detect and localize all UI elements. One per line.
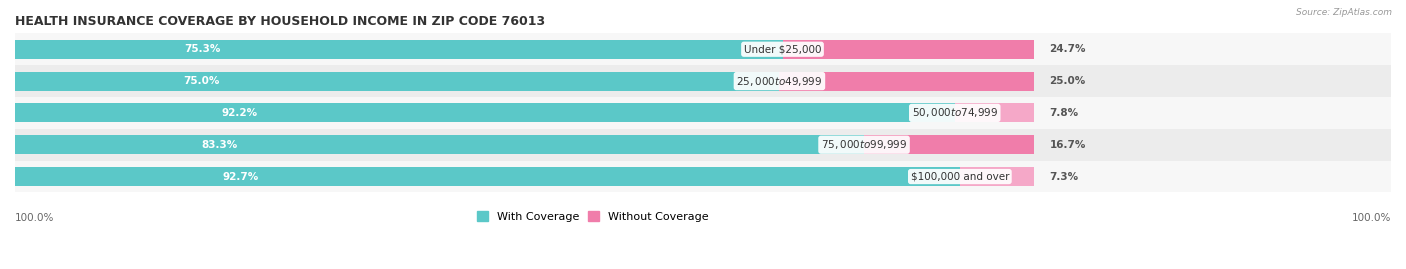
- Bar: [15, 65, 1391, 97]
- Bar: [15, 40, 1035, 59]
- Text: 24.7%: 24.7%: [1049, 44, 1085, 54]
- Text: $25,000 to $49,999: $25,000 to $49,999: [737, 75, 823, 88]
- Bar: [15, 33, 1391, 65]
- Text: 75.3%: 75.3%: [184, 44, 221, 54]
- Bar: [15, 40, 783, 59]
- Bar: [960, 167, 1035, 186]
- Legend: With Coverage, Without Coverage: With Coverage, Without Coverage: [477, 211, 709, 222]
- Text: $100,000 and over: $100,000 and over: [911, 172, 1010, 182]
- Bar: [955, 103, 1035, 122]
- Text: 83.3%: 83.3%: [202, 140, 238, 150]
- Text: 25.0%: 25.0%: [1049, 76, 1085, 86]
- Text: HEALTH INSURANCE COVERAGE BY HOUSEHOLD INCOME IN ZIP CODE 76013: HEALTH INSURANCE COVERAGE BY HOUSEHOLD I…: [15, 15, 546, 28]
- Bar: [15, 161, 1391, 192]
- Bar: [865, 135, 1035, 154]
- Text: $50,000 to $74,999: $50,000 to $74,999: [911, 107, 998, 119]
- Bar: [15, 103, 1035, 122]
- Text: 16.7%: 16.7%: [1049, 140, 1085, 150]
- Text: 100.0%: 100.0%: [15, 213, 55, 223]
- Bar: [15, 103, 955, 122]
- Bar: [15, 129, 1391, 161]
- Text: 92.7%: 92.7%: [224, 172, 259, 182]
- Text: 100.0%: 100.0%: [1351, 213, 1391, 223]
- Bar: [15, 135, 1035, 154]
- Text: 92.2%: 92.2%: [222, 108, 257, 118]
- Text: 7.8%: 7.8%: [1049, 108, 1078, 118]
- Bar: [779, 72, 1035, 91]
- Bar: [15, 72, 1035, 91]
- Text: Under $25,000: Under $25,000: [744, 44, 821, 54]
- Bar: [783, 40, 1035, 59]
- Text: 7.3%: 7.3%: [1049, 172, 1078, 182]
- Bar: [15, 97, 1391, 129]
- Bar: [15, 167, 1035, 186]
- Bar: [15, 167, 960, 186]
- Bar: [15, 72, 779, 91]
- Bar: [15, 135, 865, 154]
- Text: Source: ZipAtlas.com: Source: ZipAtlas.com: [1296, 8, 1392, 17]
- Text: 75.0%: 75.0%: [183, 76, 219, 86]
- Text: $75,000 to $99,999: $75,000 to $99,999: [821, 138, 907, 151]
